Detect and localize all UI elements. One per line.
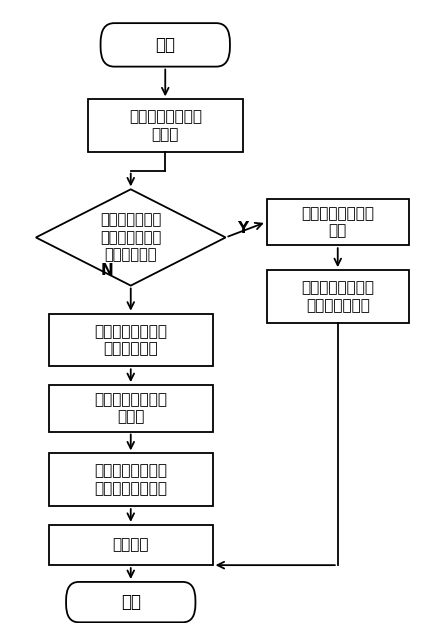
Bar	[49, 453, 213, 506]
Bar	[88, 99, 243, 152]
Text: 将信号量状态改为
写任务占有状态: 将信号量状态改为 写任务占有状态	[301, 280, 374, 313]
Text: 进行处理优先级反
转的相关操作: 进行处理优先级反 转的相关操作	[94, 324, 167, 356]
Text: 任务切换: 任务切换	[112, 537, 149, 552]
Text: 将该任务存入事件
等待表: 将该任务存入事件 等待表	[94, 392, 167, 424]
Text: 初始化及相关可行
性判断: 初始化及相关可行 性判断	[129, 109, 202, 142]
Bar	[49, 525, 213, 565]
Text: 将当前任务挂起状
态改为写请求挂起: 将当前任务挂起状 态改为写请求挂起	[94, 464, 167, 496]
Text: 信号量状态是否
为未被占有或写
任务占有状态: 信号量状态是否 为未被占有或写 任务占有状态	[100, 213, 161, 262]
Bar	[49, 313, 213, 366]
Bar	[49, 385, 213, 432]
Text: Y: Y	[237, 221, 248, 236]
Text: N: N	[101, 263, 113, 278]
Bar	[266, 270, 409, 323]
Text: 结束: 结束	[121, 593, 141, 611]
Text: 将信号量交给当前
任务: 将信号量交给当前 任务	[301, 206, 374, 238]
Text: 开始: 开始	[155, 36, 175, 54]
Bar	[266, 198, 409, 245]
